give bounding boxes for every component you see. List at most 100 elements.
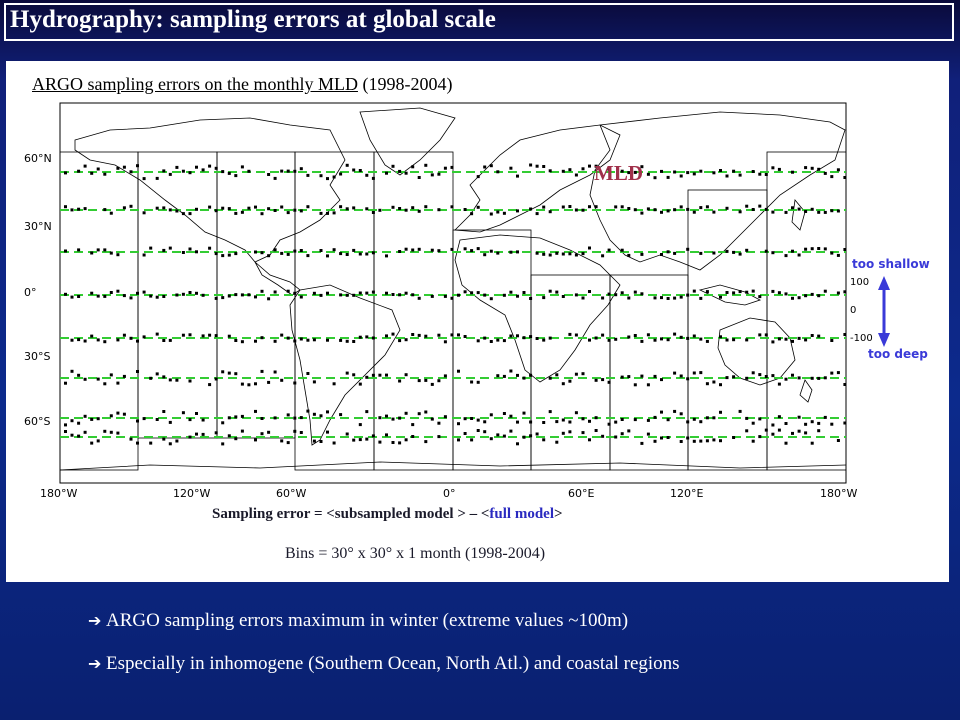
subtitle-years: (1998-2004) (362, 74, 453, 94)
coastlines (59, 107, 847, 471)
error-point (627, 253, 631, 257)
error-point (326, 338, 329, 342)
error-point (653, 439, 657, 443)
mld-label: MLD (594, 161, 643, 185)
error-point (653, 296, 657, 300)
error-point (175, 165, 179, 169)
error-point (483, 293, 487, 297)
error-point (168, 378, 172, 382)
error-point (496, 374, 500, 378)
error-point (732, 375, 736, 379)
error-point (555, 440, 559, 444)
error-point (476, 291, 480, 295)
error-point (286, 289, 290, 293)
error-point (719, 335, 722, 339)
error-point (489, 212, 493, 216)
bin-box (687, 189, 768, 471)
error-point (404, 208, 408, 212)
error-point (529, 335, 533, 339)
error-point (699, 169, 703, 173)
error-point (404, 338, 408, 342)
error-point (247, 383, 251, 387)
error-point (804, 338, 808, 342)
error-point (221, 442, 225, 446)
error-point (705, 205, 709, 209)
error-point (594, 336, 598, 340)
error-point (77, 295, 81, 298)
error-point (640, 252, 644, 256)
error-point (601, 254, 605, 258)
error-point (411, 165, 415, 169)
error-point (489, 437, 493, 441)
error-point (430, 294, 434, 298)
error-point (90, 441, 94, 445)
error-point (332, 211, 336, 215)
error-point (103, 294, 107, 298)
error-point (745, 376, 749, 380)
error-point (496, 170, 500, 174)
error-point (280, 251, 284, 255)
error-point (254, 205, 257, 209)
error-point (188, 333, 192, 337)
error-point (673, 332, 677, 336)
error-point (319, 174, 323, 178)
error-point (411, 333, 415, 336)
error-point (299, 416, 303, 420)
error-point (221, 206, 225, 210)
error-point (227, 434, 231, 438)
error-point (299, 295, 303, 299)
error-point (64, 430, 67, 433)
error-point (162, 375, 166, 379)
error-point (594, 164, 598, 168)
error-point (830, 339, 834, 342)
error-point (771, 289, 775, 293)
error-point (90, 417, 94, 421)
error-point (574, 208, 578, 212)
error-point (653, 374, 657, 378)
error-point (352, 373, 356, 377)
scale-tick-100: 100 (850, 277, 870, 288)
error-point (136, 291, 139, 295)
error-point (103, 248, 107, 252)
error-point (175, 209, 179, 213)
error-point (286, 413, 290, 417)
scale-tick-minus100: -100 (850, 333, 873, 344)
error-point (588, 438, 591, 442)
error-point (168, 208, 172, 212)
error-point (804, 431, 808, 435)
error-point (548, 289, 552, 293)
error-point (240, 429, 244, 433)
error-point (136, 164, 139, 168)
error-point (175, 439, 179, 443)
error-point (738, 252, 742, 256)
error-point (548, 336, 552, 340)
error-point (391, 293, 395, 296)
error-point (339, 205, 343, 209)
error-point (660, 169, 663, 173)
error-point (705, 339, 709, 343)
error-point (568, 205, 572, 208)
error-point (764, 173, 768, 176)
error-point (201, 334, 205, 338)
error-point (751, 439, 755, 443)
error-point (70, 369, 74, 373)
error-point (568, 430, 572, 434)
error-point (77, 248, 81, 252)
error-point (804, 210, 808, 213)
error-point (777, 428, 781, 432)
figure-subtitle: ARGO sampling errors on the monthly MLD … (32, 74, 452, 95)
error-point (797, 415, 801, 419)
error-point (771, 251, 775, 255)
error-point (817, 247, 821, 250)
error-point (430, 382, 434, 386)
error-point (516, 209, 519, 213)
error-point (758, 295, 762, 299)
error-point (483, 430, 487, 434)
error-point (555, 251, 559, 255)
error-point (535, 251, 539, 255)
error-point (588, 164, 591, 168)
error-point (424, 378, 428, 382)
error-point (574, 333, 578, 337)
error-point (548, 253, 552, 257)
error-point (221, 170, 225, 174)
